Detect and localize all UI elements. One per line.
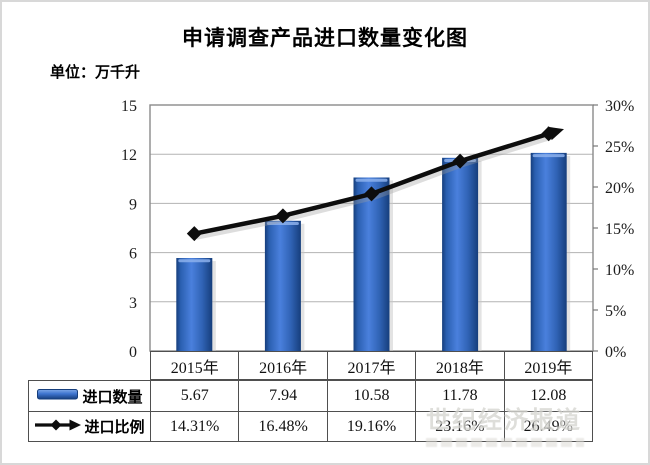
bar [353,177,390,351]
bar [176,258,213,351]
chart-title: 申请调查产品进口数量变化图 [182,27,468,50]
line-marker [275,208,291,224]
legend-label: 进口比例 [84,419,145,436]
table-value: 16.48% [239,412,328,441]
line-marker [364,186,379,202]
table-value: 14.31% [151,412,240,441]
bar-highlight [532,154,565,158]
legend-key-import-ratio: 进口比例 [29,412,151,441]
table-value: 19.16% [328,412,417,441]
left-axis-tick-label: 12 [121,147,137,164]
left-axis-tick-label: 6 [129,246,137,263]
right-axis-tick-label: 20% [605,180,634,197]
line-marker [452,153,468,169]
right-axis-tick-label: 25% [605,139,634,156]
right-axis-tick-label: 15% [605,221,634,238]
line-series-legend-icon [34,417,82,437]
data-table: 进口数量 5.67 7.94 10.58 11.78 12.08 进口比例 14… [28,380,593,442]
x-axis-category-row: 2015年 2016年 2017年 2018年 2019年 [150,351,593,380]
table-value: 23.16% [416,412,505,441]
table-value: 7.94 [239,381,328,411]
bar-highlight [178,259,211,263]
right-axis-tick-label: 30% [605,98,634,115]
bar [442,157,479,351]
x-axis-label: 2019年 [503,352,592,379]
bar-highlight [266,221,299,225]
right-axis-tick-label: 5% [605,303,626,320]
legend-key-import-quantity: 进口数量 [29,381,151,411]
right-axis-tick-label: 0% [605,344,626,361]
legend-label: 进口数量 [82,388,143,406]
unit-label: 单位：万千升 [50,64,141,81]
x-axis-label: 2017年 [326,352,415,379]
bar-series-legend-icon [36,386,80,406]
table-value: 11.78 [416,381,505,411]
table-row-import-ratio: 进口比例 14.31% 16.48% 19.16% 23.16% 26.49% [29,411,592,441]
table-value: 5.67 [151,381,240,411]
x-axis-label: 2018年 [415,352,503,379]
x-axis-label: 2015年 [170,359,219,377]
left-axis-tick-label: 3 [129,295,137,312]
left-axis-tick-label: 9 [129,196,137,213]
line-marker [186,226,202,242]
bar [530,152,567,351]
table-value: 12.08 [530,387,567,404]
table-row-import-quantity: 进口数量 5.67 7.94 10.58 11.78 12.08 [29,381,592,411]
bar-highlight [355,178,388,182]
left-axis-tick-label: 15 [121,98,137,115]
x-axis-label: 2016年 [238,352,326,379]
left-axis-tick-label: 0 [129,344,137,361]
line-arrowhead [547,126,564,141]
table-value: 10.58 [328,381,417,411]
right-axis-tick-label: 10% [605,262,634,279]
bar [264,220,301,351]
table-value: 26.49% [523,417,573,435]
